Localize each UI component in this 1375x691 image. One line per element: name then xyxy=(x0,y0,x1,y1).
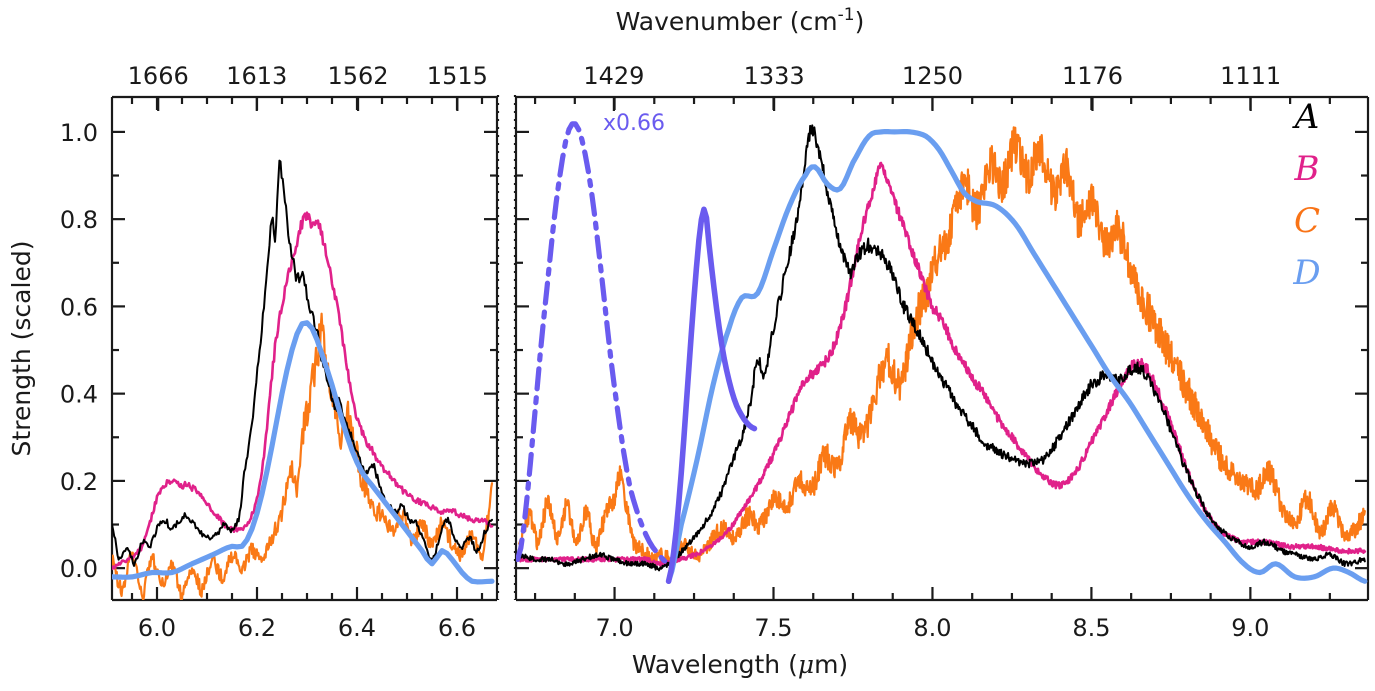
x-tick-label: 8.5 xyxy=(1072,614,1110,642)
x-tick-label: 6.2 xyxy=(238,614,276,642)
wavenumber-tick-label: 1429 xyxy=(583,62,644,90)
legend-item-b: B xyxy=(1294,149,1320,189)
wavenumber-tick-label: 1176 xyxy=(1062,62,1123,90)
y-tick-label: 0.4 xyxy=(60,381,98,409)
wavenumber-tick-label: 1333 xyxy=(744,62,805,90)
top-axis-title: Wavenumber (cm-1) xyxy=(616,5,865,36)
y-tick-label: 0.6 xyxy=(60,293,98,321)
data-curves xyxy=(112,121,1368,600)
bottom-axis-title: Wavelength (μm) xyxy=(632,650,848,679)
series-b-curve xyxy=(112,211,494,571)
series-a-curve xyxy=(518,124,1366,572)
wavenumber-tick-label: 1613 xyxy=(226,62,287,90)
series-d-curve xyxy=(666,128,1368,584)
scale-annotation-label: x0.66 xyxy=(603,111,665,136)
bottom-axis-title-text: Wavelength (μm) xyxy=(632,650,848,679)
wavenumber-tick-label: 1666 xyxy=(128,62,189,90)
series-purple-dashdot-curve xyxy=(516,121,672,567)
wavenumber-tick-label: 1111 xyxy=(1220,62,1281,90)
left-panel-top-wavenumber-ticks: 1666 1613 1562 1515 xyxy=(128,62,488,111)
series-c-curve xyxy=(518,126,1366,567)
x-tick-label: 7.5 xyxy=(754,614,792,642)
series-purple-solid-peak-curve xyxy=(665,206,758,585)
x-tick-label: 6.4 xyxy=(338,614,376,642)
series-d-curve xyxy=(112,320,495,585)
right-panel-bottom-ticks: 7.0 7.5 8.0 8.5 9.0 xyxy=(533,97,1331,642)
panel-break xyxy=(496,95,517,600)
y-tick-label: 1.0 xyxy=(60,119,98,147)
left-panel-bottom-ticks: 6.0 6.2 6.4 6.6 xyxy=(130,97,484,642)
wavenumber-tick-label: 1562 xyxy=(328,62,389,90)
left-panel-frame xyxy=(110,95,499,602)
y-tick-label: 0.2 xyxy=(60,468,98,496)
right-panel-frame-box xyxy=(514,95,1370,602)
y-axis-label-group: Strength (scaled) xyxy=(7,241,36,457)
series-group-a xyxy=(112,124,1366,572)
series-b-curve xyxy=(517,161,1367,568)
series-a-curve xyxy=(112,159,493,567)
scale-annotation: x0.66 xyxy=(603,111,665,136)
x-tick-label: 6.0 xyxy=(138,614,176,642)
legend-item-c: C xyxy=(1294,201,1320,241)
series-group-purple-solid-peak xyxy=(665,206,758,585)
right-panel-top-wavenumber-ticks: 1429 1333 1250 1176 1111 xyxy=(583,62,1281,111)
series-group-d xyxy=(112,128,1368,585)
y-axis: 0.0 0.2 0.4 0.6 0.8 1.0 xyxy=(60,119,1368,583)
series-group-purple-dashdot xyxy=(516,121,672,567)
series-group-b xyxy=(112,161,1367,571)
x-tick-label: 9.0 xyxy=(1231,614,1269,642)
top-axis-title-text: Wavenumber (cm-1) xyxy=(616,5,865,36)
wavenumber-tick-label: 1250 xyxy=(902,62,963,90)
y-tick-label: 0.0 xyxy=(60,555,98,583)
x-tick-label: 7.0 xyxy=(595,614,633,642)
x-tick-label: 8.0 xyxy=(913,614,951,642)
x-tick-label: 6.6 xyxy=(438,614,476,642)
y-tick-label: 0.8 xyxy=(60,206,98,234)
left-panel-frame-box xyxy=(110,95,499,602)
legend-item-a: A xyxy=(1292,97,1320,137)
legend-item-d: D xyxy=(1292,253,1320,293)
y-axis-label: Strength (scaled) xyxy=(7,241,36,457)
wavenumber-tick-label: 1515 xyxy=(427,62,488,90)
series-group-c xyxy=(112,126,1366,600)
right-panel-frame xyxy=(514,95,1370,602)
